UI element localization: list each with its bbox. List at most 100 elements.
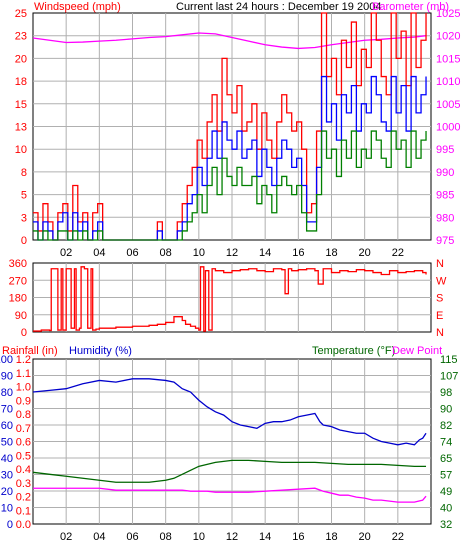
humidity-tick-label: 30 (1, 470, 13, 482)
humidity-tick-label: 90 (1, 371, 13, 383)
chart-title: Current last 24 hours : December 19 2004 (176, 1, 381, 13)
humidity-tick-label: 20 (1, 486, 13, 498)
humidity-tick-label: 60 (1, 420, 13, 432)
humidity-series-line (32, 378, 427, 446)
windspeed-tick-label: 23 (15, 31, 27, 43)
dewpoint-series-line (33, 487, 427, 503)
time-tick-label: 04 (93, 247, 105, 259)
temperature-tick-label: 107 (440, 371, 458, 383)
time-tick-label: 22 (392, 531, 404, 543)
time-tick-label: 08 (160, 531, 172, 543)
windspeed-tick-label: 5 (21, 190, 27, 202)
time-tick-label: 16 (292, 247, 304, 259)
barometer-tick-label: 1020 (436, 31, 460, 43)
compass-tick-label: W (436, 275, 447, 287)
barometer-tick-label: 990 (436, 167, 454, 179)
windspeed-tick-label: 25 (15, 8, 27, 20)
time-tick-label: 02 (60, 531, 72, 543)
time-tick-label: 02 (60, 247, 72, 259)
dewpoint-axis-label: Dew Point (392, 345, 442, 357)
temperature-tick-label: 32 (440, 519, 452, 531)
time-tick-label: 20 (359, 247, 371, 259)
time-tick-label: 22 (392, 247, 404, 259)
rainfall-tick-label: 0.0 (16, 519, 31, 531)
barometer-axis-label: Barometer (mb) (372, 1, 449, 13)
compass-tick-label: N (436, 327, 444, 339)
windspeed-tick-label: 15 (15, 99, 27, 111)
barometer-tick-label: 1000 (436, 122, 460, 134)
compass-tick-label: S (436, 293, 443, 305)
wind-gust-series-line (33, 12, 427, 241)
rainfall-axis-label: Rainfall (in) (2, 345, 58, 357)
direction-tick-label: 90 (15, 310, 27, 322)
temperature-series-line (32, 459, 427, 483)
rainfall-tick-label: 0.9 (16, 395, 31, 407)
time-tick-label: 14 (259, 247, 271, 259)
temperature-tick-label: 115 (440, 354, 458, 366)
humidity-tick-label: 40 (1, 453, 13, 465)
rainfall-tick-label: 0.2 (16, 492, 31, 504)
barometer-tick-label: 985 (436, 190, 454, 202)
barometer-tick-label: 1015 (436, 53, 460, 65)
barometer-tick-label: 1025 (436, 8, 460, 20)
temperature-tick-label: 65 (440, 453, 452, 465)
temperature-tick-label: 49 (440, 486, 452, 498)
time-tick-label: 10 (193, 247, 205, 259)
windspeed-tick-label: 10 (15, 144, 27, 156)
barometer-tick-label: 1010 (436, 76, 460, 88)
temperature-tick-label: 98 (440, 387, 452, 399)
wind-average-series-line (33, 75, 427, 241)
temperature-tick-label: 90 (440, 404, 452, 416)
humidity-tick-label: 0 (7, 519, 13, 531)
rainfall-tick-label: 0.6 (16, 437, 31, 449)
temperature-tick-label: 40 (440, 503, 452, 515)
barometer-series-line (32, 32, 427, 50)
rainfall-tick-label: 0.5 (16, 450, 31, 462)
rainfall-tick-label: 0.1 (16, 505, 31, 517)
wind-minimum-series-line (33, 130, 427, 241)
time-tick-label: 14 (259, 531, 271, 543)
compass-tick-label: E (436, 310, 443, 322)
barometer-tick-label: 975 (436, 235, 454, 247)
direction-tick-label: 180 (9, 293, 27, 305)
temperature-tick-label: 74 (440, 437, 452, 449)
time-tick-label: 18 (325, 531, 337, 543)
rainfall-tick-label: 0.3 (16, 478, 31, 490)
rainfall-tick-label: 1.0 (16, 382, 31, 394)
time-tick-label: 18 (325, 247, 337, 259)
direction-tick-label: 360 (9, 258, 27, 270)
time-tick-label: 12 (226, 247, 238, 259)
rainfall-tick-label: 1.2 (16, 354, 31, 366)
humidity-tick-label: 50 (1, 437, 13, 449)
barometer-tick-label: 980 (436, 212, 454, 224)
humidity-axis-label: Humidity (%) (69, 345, 132, 357)
humidity-tick-label: 10 (1, 503, 13, 515)
temperature-tick-label: 57 (440, 470, 452, 482)
windspeed-tick-label: 8 (21, 167, 27, 179)
time-tick-label: 08 (160, 247, 172, 259)
time-tick-label: 06 (126, 531, 138, 543)
humidity-tick-label: 100 (0, 354, 13, 366)
windspeed-tick-label: 3 (21, 212, 27, 224)
rainfall-tick-label: 0.4 (16, 464, 31, 476)
time-tick-label: 16 (292, 531, 304, 543)
rainfall-tick-label: 0.8 (16, 409, 31, 421)
time-tick-label: 12 (226, 531, 238, 543)
rainfall-tick-label: 1.1 (16, 368, 31, 380)
direction-tick-label: 270 (9, 275, 27, 287)
series-layer (32, 12, 427, 503)
grid-layer (33, 13, 431, 524)
windspeed-axis-label: Windspeed (mph) (34, 1, 121, 13)
windspeed-tick-label: 20 (15, 53, 27, 65)
wind-direction-series-line (33, 266, 427, 332)
time-tick-label: 20 (359, 531, 371, 543)
temperature-axis-label: Temperature (°F) (312, 345, 395, 357)
barometer-tick-label: 1005 (436, 99, 460, 111)
compass-tick-label: N (436, 258, 444, 270)
direction-tick-label: 0 (21, 327, 27, 339)
humidity-tick-label: 80 (1, 387, 13, 399)
windspeed-tick-label: 0 (21, 235, 27, 247)
temperature-tick-label: 82 (440, 420, 452, 432)
